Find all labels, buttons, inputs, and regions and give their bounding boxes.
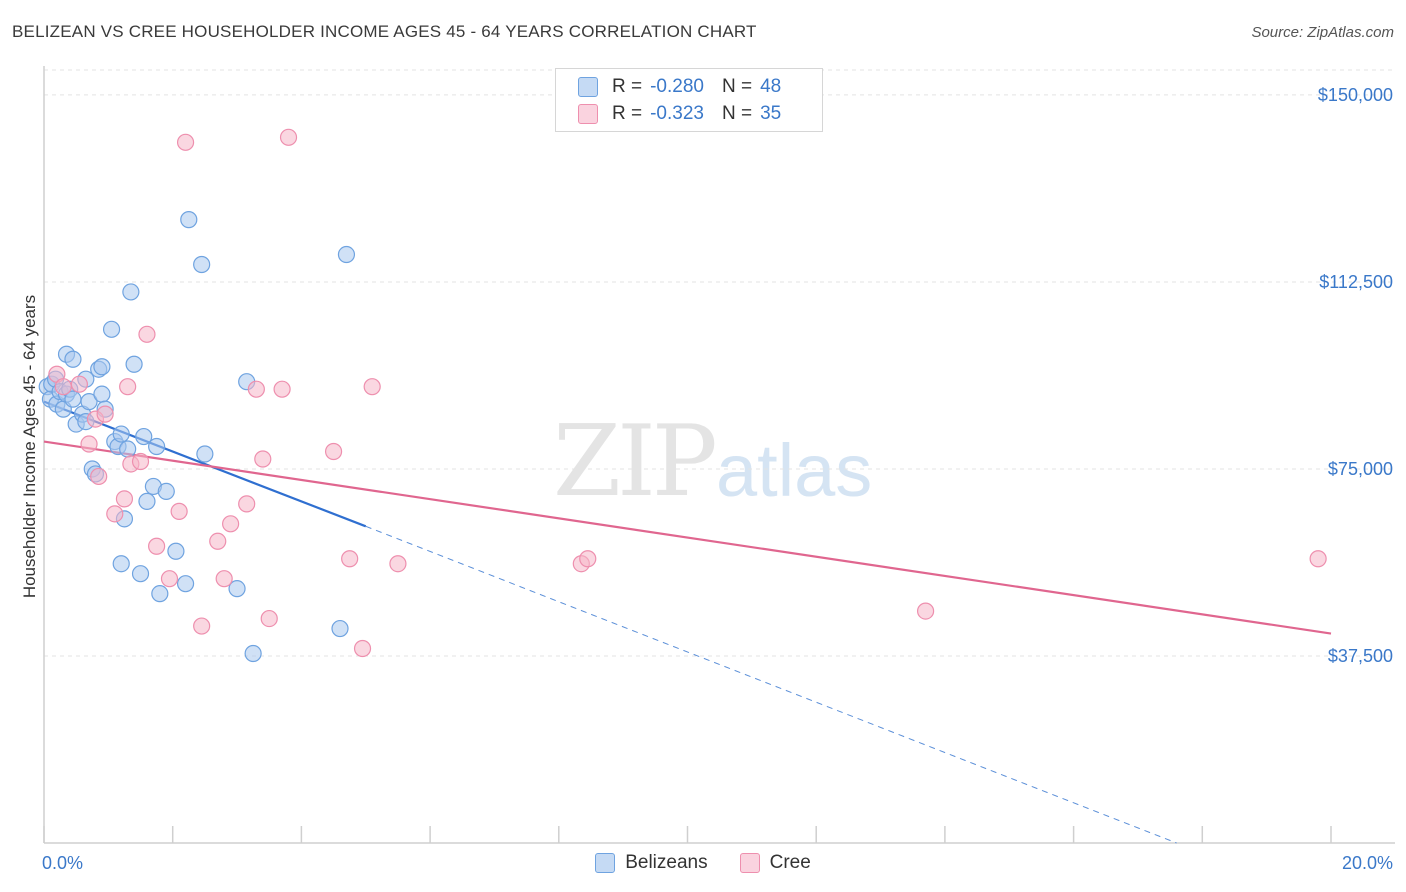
legend-r-label: R = (612, 76, 643, 97)
legend-n-value: 48 (760, 76, 782, 97)
legend-n-label: N = (721, 103, 753, 124)
belizean-point (228, 580, 246, 598)
cree-point (54, 378, 72, 396)
cree-point (193, 617, 211, 635)
belizean-point (102, 320, 121, 338)
belizean-point (131, 565, 150, 583)
belizean-point (125, 355, 143, 373)
belizean-point (167, 542, 185, 560)
x-tick-label: 0.0% (42, 853, 83, 873)
belizean-trend-extension (365, 525, 1177, 844)
cree-point (353, 639, 372, 658)
trend-lines (43, 400, 1332, 844)
belizean-point (331, 619, 349, 638)
belizean-point (180, 211, 198, 229)
legend-swatch-cree (578, 104, 598, 124)
cree-point (131, 452, 150, 471)
series-swatch-cree (739, 853, 760, 873)
y-tick-label: $37,500 (1328, 646, 1393, 666)
axis-labels: $37,500 $75,000 $112,500 $150,000 0.0% 20.0% H… (20, 85, 1393, 873)
gridlines (44, 69, 1395, 657)
belizean-point (337, 245, 356, 264)
belizean-point (244, 644, 262, 663)
cree-point (579, 550, 597, 568)
cree-point (96, 405, 114, 423)
cree-point (215, 570, 233, 588)
belizean-point (93, 358, 111, 376)
cree-point (324, 442, 343, 461)
belizean-point (93, 385, 111, 403)
y-tick-label: $112,500 (1319, 272, 1393, 292)
axes (43, 66, 1395, 844)
series-legend: Belizeans Cree (0, 852, 1406, 874)
y-tick-label: $150,000 (1318, 85, 1393, 105)
legend-r-value: -0.323 (650, 103, 704, 124)
x-tick-label: 20.0% (1342, 853, 1393, 873)
data-points (38, 128, 1327, 663)
belizean-point (148, 437, 166, 456)
cree-point (1309, 550, 1327, 568)
cree-point (170, 502, 188, 520)
legend-n-value: 35 (760, 103, 782, 124)
belizean-point (157, 482, 175, 501)
series-label-belizeans: Belizeans (625, 852, 708, 873)
cree-point (389, 555, 407, 573)
belizean-point (196, 445, 214, 463)
cree-point (115, 490, 134, 508)
belizean-point (112, 555, 130, 573)
cree-point (260, 609, 278, 628)
legend-row-belizeans: R = -0.280 N = 48 (578, 75, 781, 99)
cree-point (148, 537, 166, 555)
cree-point (160, 570, 179, 588)
belizean-point (112, 425, 130, 443)
cree-point (254, 450, 272, 468)
cree-point (119, 378, 137, 396)
belizean-point (193, 255, 211, 274)
belizean-point (64, 350, 82, 368)
correlation-legend: R = -0.280 N = 48 R = -0.323 N = 35 (555, 68, 823, 132)
cree-point (363, 378, 381, 396)
cree-point (279, 128, 298, 146)
source-label: Source: ZipAtlas.com (1251, 24, 1394, 41)
cree-point (80, 435, 98, 453)
legend-row-cree: R = -0.323 N = 35 (578, 102, 781, 126)
cree-point (176, 133, 195, 151)
belizean-point (135, 427, 153, 446)
cree-point (222, 515, 240, 533)
cree-point (90, 467, 108, 486)
chart-title: BELIZEAN VS CREE HOUSEHOLDER INCOME AGES… (12, 22, 757, 41)
series-label-cree: Cree (769, 852, 811, 873)
cree-point (70, 375, 88, 393)
legend-r-label: R = (612, 103, 643, 124)
watermark-zip: ZIP (553, 405, 718, 519)
series-swatch-belizeans (595, 853, 616, 873)
cree-point (209, 532, 227, 550)
cree-trend-line (43, 440, 1332, 635)
belizean-point (151, 585, 169, 603)
belizean-point (176, 575, 195, 593)
cree-point (247, 380, 265, 398)
y-tick-label: $75,000 (1328, 459, 1393, 479)
belizean-point (122, 283, 140, 301)
belizean-point (119, 440, 137, 458)
y-axis-label: Householder Income Ages 45 - 64 years (20, 295, 39, 598)
cree-point (106, 505, 124, 523)
legend-n-label: N = (721, 76, 753, 97)
belizean-point (80, 393, 98, 411)
cree-point (916, 602, 935, 620)
series-legend-cree: Cree (739, 852, 811, 874)
cree-point (341, 550, 359, 568)
legend-swatch-belizeans (578, 77, 598, 97)
legend-r-value: -0.280 (650, 76, 704, 97)
cree-point (273, 380, 291, 398)
watermark-atlas: atlas (716, 429, 873, 512)
cree-point (238, 495, 256, 513)
cree-point (138, 325, 156, 343)
belizean-point (138, 492, 156, 510)
series-legend-belizeans: Belizeans (595, 852, 708, 874)
